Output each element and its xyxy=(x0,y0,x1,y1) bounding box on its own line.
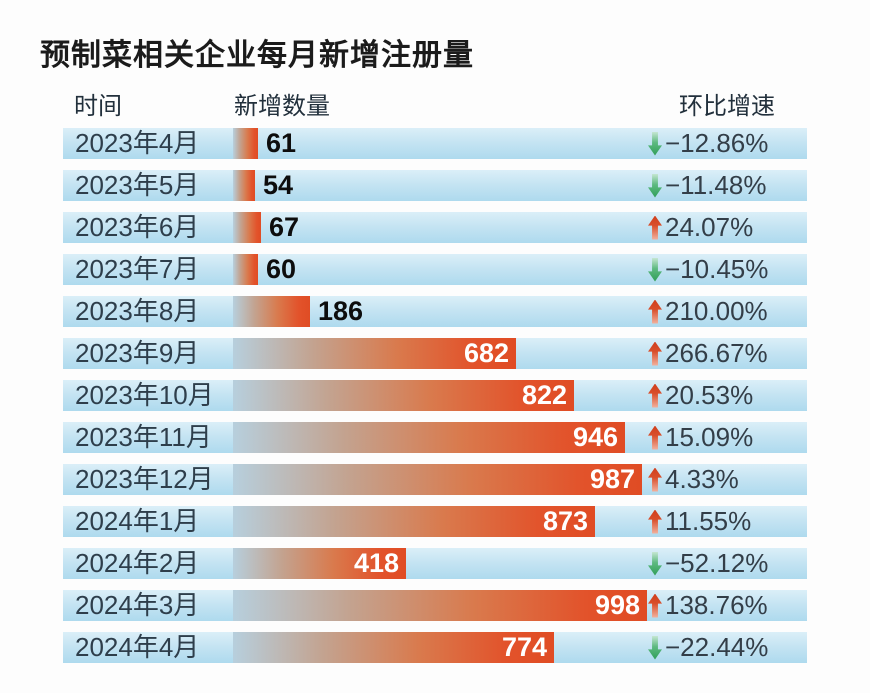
chart-title: 预制菜相关企业每月新增注册量 xyxy=(40,39,474,72)
chart-row: 2024年4月 774 −22.44% xyxy=(63,632,807,663)
growth-cell: 20.53% xyxy=(648,380,753,411)
bar-value-label: 418 xyxy=(353,548,399,578)
growth-rate-label: 15.09% xyxy=(665,422,754,452)
value-bar: 682 xyxy=(233,338,516,369)
value-bar xyxy=(233,254,258,285)
growth-cell: −11.48% xyxy=(648,170,766,201)
chart-row: 2023年4月 61 −12.86% xyxy=(63,128,807,159)
growth-cell: 11.55% xyxy=(648,506,751,537)
growth-rate-label: 210.00% xyxy=(665,296,768,326)
chart-row: 2023年11月 946 15.09% xyxy=(63,422,807,453)
value-bar xyxy=(233,170,255,201)
row-date-label: 2023年8月 xyxy=(75,296,200,326)
arrow-down-icon xyxy=(648,635,662,660)
growth-cell: 266.67% xyxy=(648,338,768,369)
value-bar: 873 xyxy=(233,506,595,537)
bar-value-label: 61 xyxy=(266,128,297,158)
growth-cell: −12.86% xyxy=(648,128,768,159)
chart-row: 2024年3月 998 138.76% xyxy=(63,590,807,621)
bar-value-label: 946 xyxy=(572,422,618,452)
column-header-count: 新增数量 xyxy=(234,93,330,120)
chart-row: 2023年7月 60 −10.45% xyxy=(63,254,807,285)
chart-row: 2023年10月 822 20.53% xyxy=(63,380,807,411)
bar-value-label: 186 xyxy=(318,296,364,326)
bar-value-label: 873 xyxy=(542,506,588,536)
growth-rate-label: −22.44% xyxy=(665,632,769,662)
bar-value-label: 54 xyxy=(263,170,294,200)
value-bar: 987 xyxy=(233,464,642,495)
chart-row: 2023年8月 186 210.00% xyxy=(63,296,807,327)
arrow-up-icon xyxy=(648,425,662,450)
growth-cell: −22.44% xyxy=(648,632,768,663)
growth-rate-label: −10.45% xyxy=(665,254,769,284)
chart-row: 2024年2月 418 −52.12% xyxy=(63,548,807,579)
growth-cell: 138.76% xyxy=(648,590,768,621)
bar-value-label: 822 xyxy=(521,380,567,410)
growth-cell: 15.09% xyxy=(648,422,753,453)
row-date-label: 2023年9月 xyxy=(75,338,200,368)
row-date-label: 2023年10月 xyxy=(75,380,214,410)
growth-rate-label: 138.76% xyxy=(665,590,768,620)
arrow-up-icon xyxy=(648,593,662,618)
arrow-up-icon xyxy=(648,341,662,366)
growth-rate-label: 266.67% xyxy=(665,338,768,368)
growth-cell: −52.12% xyxy=(648,548,768,579)
chart-row: 2023年9月 682 266.67% xyxy=(63,338,807,369)
chart-row: 2023年5月 54 −11.48% xyxy=(63,170,807,201)
growth-cell: 24.07% xyxy=(648,212,753,243)
column-header-growth: 环比增速 xyxy=(679,93,775,120)
arrow-up-icon xyxy=(648,509,662,534)
value-bar: 822 xyxy=(233,380,574,411)
chart-row: 2023年12月 987 4.33% xyxy=(63,464,807,495)
bar-value-label: 67 xyxy=(269,212,300,242)
arrow-up-icon xyxy=(648,299,662,324)
column-header-time: 时间 xyxy=(74,93,122,120)
growth-rate-label: 20.53% xyxy=(665,380,754,410)
arrow-up-icon xyxy=(648,467,662,492)
growth-rate-label: −52.12% xyxy=(665,548,769,578)
growth-rate-label: 4.33% xyxy=(665,464,739,494)
bar-value-label: 774 xyxy=(501,632,547,662)
chart-row: 2024年1月 873 11.55% xyxy=(63,506,807,537)
row-date-label: 2024年3月 xyxy=(75,590,200,620)
growth-rate-label: −11.48% xyxy=(665,170,767,200)
value-bar: 774 xyxy=(233,632,554,663)
value-bar: 418 xyxy=(233,548,406,579)
arrow-down-icon xyxy=(648,131,662,156)
row-date-label: 2023年4月 xyxy=(75,128,200,158)
bar-value-label: 682 xyxy=(463,338,509,368)
value-bar xyxy=(233,128,258,159)
arrow-down-icon xyxy=(648,257,662,282)
bar-value-label: 998 xyxy=(594,590,640,620)
bar-value-label: 60 xyxy=(266,254,297,284)
row-date-label: 2024年4月 xyxy=(75,632,200,662)
row-date-label: 2023年7月 xyxy=(75,254,200,284)
row-date-label: 2023年11月 xyxy=(75,422,212,452)
growth-rate-label: −12.86% xyxy=(665,128,769,158)
growth-rate-label: 11.55% xyxy=(665,506,752,536)
growth-cell: 210.00% xyxy=(648,296,768,327)
growth-rate-label: 24.07% xyxy=(665,212,754,242)
chart-row: 2023年6月 67 24.07% xyxy=(63,212,807,243)
arrow-down-icon xyxy=(648,551,662,576)
value-bar xyxy=(233,296,310,327)
arrow-up-icon xyxy=(648,215,662,240)
row-date-label: 2023年12月 xyxy=(75,464,214,494)
row-date-label: 2024年1月 xyxy=(75,506,200,536)
row-date-label: 2023年6月 xyxy=(75,212,200,242)
bar-value-label: 987 xyxy=(589,464,635,494)
arrow-up-icon xyxy=(648,383,662,408)
value-bar xyxy=(233,212,261,243)
growth-cell: 4.33% xyxy=(648,464,739,495)
growth-cell: −10.45% xyxy=(648,254,768,285)
arrow-down-icon xyxy=(648,173,662,198)
row-date-label: 2023年5月 xyxy=(75,170,200,200)
value-bar: 946 xyxy=(233,422,625,453)
row-date-label: 2024年2月 xyxy=(75,548,200,578)
value-bar: 998 xyxy=(233,590,647,621)
chart-rows: 2023年4月 61 −12.86% 2023年5月 54 −11.48% 2023年6月 6… xyxy=(63,128,807,674)
